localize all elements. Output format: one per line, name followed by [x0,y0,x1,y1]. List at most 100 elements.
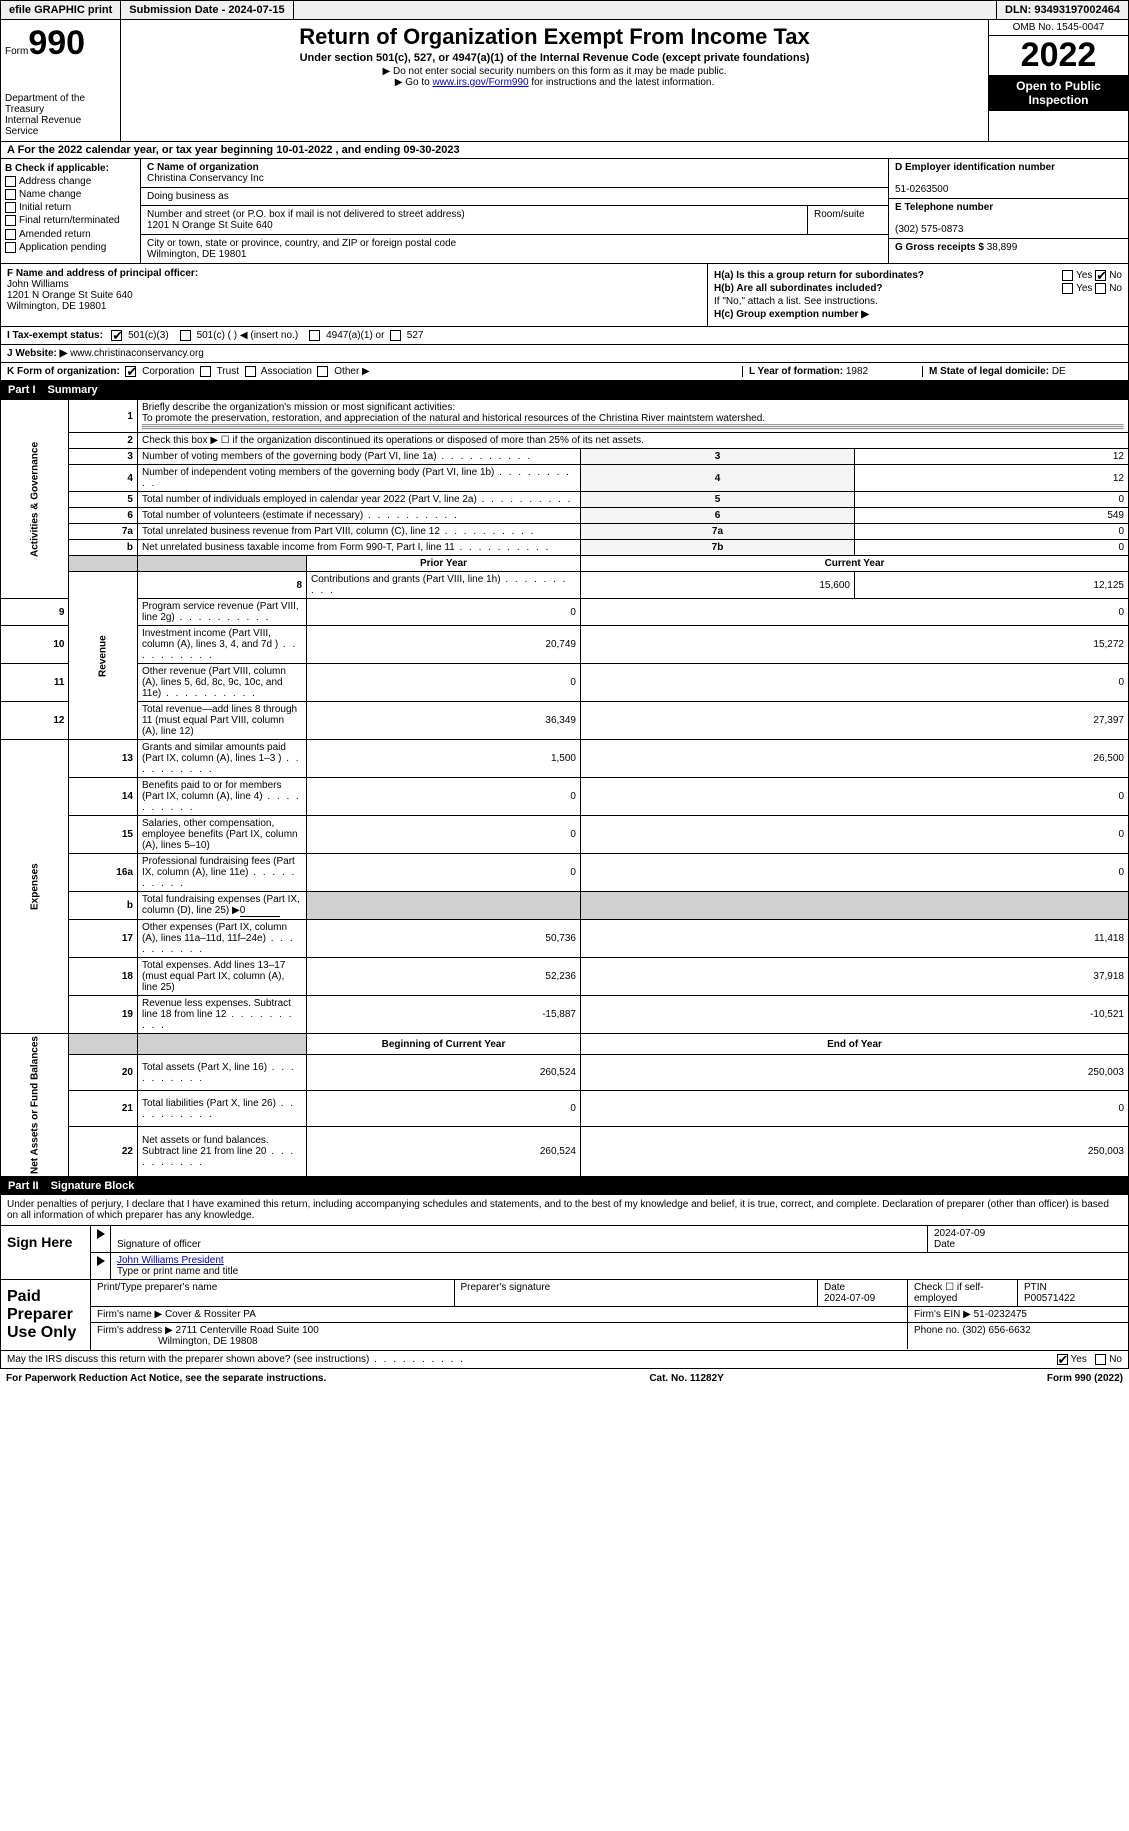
org-name: Christina Conservancy Inc [147,173,264,184]
irs-link[interactable]: www.irs.gov/Form990 [432,77,528,88]
val-7b: 0 [854,540,1128,556]
val-6: 549 [854,508,1128,524]
application-pending-checkbox[interactable] [5,242,16,253]
c9: 0 [580,599,1128,626]
perjury-declaration: Under penalties of perjury, I declare th… [0,1195,1129,1226]
efile-print-button[interactable]: efile GRAPHIC print [1,1,121,19]
final-return-checkbox[interactable] [5,215,16,226]
row-klm: K Form of organization: Corporation Trus… [0,363,1129,381]
hb-yes-checkbox[interactable] [1062,283,1073,294]
row-a-tax-year: A For the 2022 calendar year, or tax yea… [0,142,1129,159]
firm-ein: 51-0232475 [974,1309,1027,1320]
c21: 0 [580,1091,1128,1127]
ha-no-checkbox[interactable] [1095,270,1106,281]
row-j-website: J Website: ▶ www.christinaconservancy.or… [0,345,1129,363]
sign-here-block: Sign Here Signature of officer 2024-07-0… [0,1226,1129,1280]
ssn-note: ▶ Do not enter social security numbers o… [125,66,984,77]
c22: 250,003 [580,1126,1128,1176]
ha-yes-checkbox[interactable] [1062,270,1073,281]
initial-return-checkbox[interactable] [5,202,16,213]
website: www.christinaconservancy.org [70,348,204,359]
ein: 51-0263500 [895,184,948,195]
p11: 0 [307,664,581,702]
firm-addr2: Wilmington, DE 19808 [158,1336,258,1347]
hb-no-checkbox[interactable] [1095,283,1106,294]
p13: 1,500 [307,740,581,778]
open-inspection: Open to Public Inspection [989,75,1128,111]
assoc-checkbox[interactable] [245,366,256,377]
p17: 50,736 [307,920,581,958]
c20: 250,003 [580,1055,1128,1091]
c19: -10,521 [580,996,1128,1034]
arrow-icon [97,1229,105,1239]
form-number: Form990 [5,24,116,63]
name-change-checkbox[interactable] [5,189,16,200]
dln: DLN: 93493197002464 [996,1,1128,19]
p9: 0 [307,599,581,626]
officer-sig-name[interactable]: John Williams President [117,1255,224,1266]
discuss-no-checkbox[interactable] [1095,1354,1106,1365]
c8: 12,125 [854,572,1128,599]
state-domicile: DE [1052,366,1066,377]
trust-checkbox[interactable] [200,366,211,377]
firm-name: Cover & Rossiter PA [165,1309,256,1320]
paid-preparer-block: Paid Preparer Use Only Print/Type prepar… [0,1280,1129,1351]
p20: 260,524 [307,1055,581,1091]
p10: 20,749 [307,626,581,664]
corp-checkbox[interactable] [125,366,136,377]
c11: 0 [580,664,1128,702]
p19: -15,887 [307,996,581,1034]
c14: 0 [580,778,1128,816]
c10: 15,272 [580,626,1128,664]
dept-treasury: Department of the Treasury Internal Reve… [5,93,116,137]
side-activities: Activities & Governance [1,400,69,599]
c13: 26,500 [580,740,1128,778]
firm-phone: (302) 656-6632 [962,1325,1030,1336]
col-c-org-info: C Name of organization Christina Conserv… [141,159,888,263]
val-7a: 0 [854,524,1128,540]
form-subtitle: Under section 501(c), 527, or 4947(a)(1)… [125,52,984,64]
other-checkbox[interactable] [317,366,328,377]
footer: For Paperwork Reduction Act Notice, see … [0,1369,1129,1388]
discuss-yes-checkbox[interactable] [1057,1354,1068,1365]
p15: 0 [307,816,581,854]
city-state-zip: Wilmington, DE 19801 [147,249,247,260]
firm-addr1: 2711 Centerville Road Suite 100 [176,1325,319,1336]
officer-addr2: Wilmington, DE 19801 [7,301,107,312]
val-5: 0 [854,492,1128,508]
gross-receipts: 38,899 [987,242,1018,253]
p8: 15,600 [580,572,854,599]
address-change-checkbox[interactable] [5,176,16,187]
c15: 0 [580,816,1128,854]
sign-date: 2024-07-09 [934,1228,985,1239]
ptin: P00571422 [1024,1293,1075,1304]
p22: 260,524 [307,1126,581,1176]
527-checkbox[interactable] [390,330,401,341]
c16a: 0 [580,854,1128,892]
arrow-icon [97,1256,105,1266]
p16a: 0 [307,854,581,892]
amended-return-checkbox[interactable] [5,229,16,240]
col-d-ein: D Employer identification number 51-0263… [888,159,1128,263]
side-revenue: Revenue [69,572,137,740]
officer-addr1: 1201 N Orange St Suite 640 [7,290,133,301]
part2-header: Part II Signature Block [0,1177,1129,1195]
street-address: 1201 N Orange St Suite 640 [147,220,273,231]
p12: 36,349 [307,702,581,740]
501c3-checkbox[interactable] [111,330,122,341]
mission-text: To promote the preservation, restoration… [142,413,765,424]
p14: 0 [307,778,581,816]
part1-header: Part I Summary [0,381,1129,399]
omb-number: OMB No. 1545-0047 [989,20,1128,36]
side-netassets: Net Assets or Fund Balances [1,1034,69,1177]
501c-checkbox[interactable] [180,330,191,341]
submission-date: Submission Date - 2024-07-15 [121,1,293,19]
c12: 27,397 [580,702,1128,740]
c17: 11,418 [580,920,1128,958]
form-title: Return of Organization Exempt From Incom… [125,24,984,50]
4947-checkbox[interactable] [309,330,320,341]
val-3: 12 [854,449,1128,465]
section-bcd: B Check if applicable: Address change Na… [0,159,1129,264]
discuss-row: May the IRS discuss this return with the… [0,1351,1129,1369]
p18: 52,236 [307,958,581,996]
